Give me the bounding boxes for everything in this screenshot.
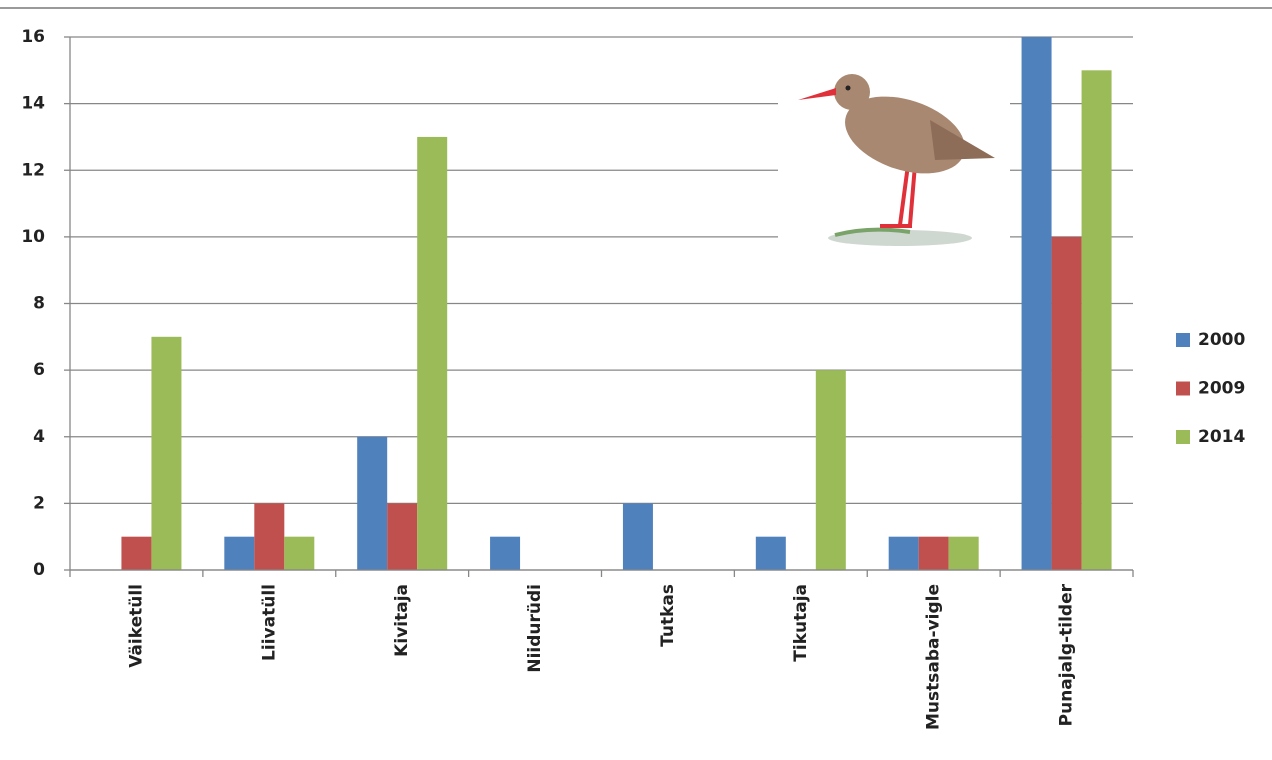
x-tick-label: Mustsaba-vigle: [924, 584, 944, 730]
bar: [888, 536, 919, 570]
bar: [357, 436, 388, 570]
bar: [948, 536, 979, 570]
bar: [815, 370, 846, 570]
bar: [151, 336, 182, 570]
bar: [224, 536, 255, 570]
legend-label: 2000: [1198, 330, 1245, 350]
bar: [622, 503, 653, 570]
legend-swatch: [1176, 430, 1190, 444]
bird-illustration: [778, 58, 1010, 266]
x-tick-label: Tutkas: [658, 584, 678, 647]
bars: [121, 37, 1112, 570]
legend-label: 2014: [1198, 427, 1245, 447]
x-tick-label: Kivitaja: [392, 584, 412, 657]
legend-swatch: [1176, 381, 1190, 396]
bar: [284, 536, 315, 570]
bar: [1021, 37, 1052, 570]
y-tick-label: 2: [33, 493, 45, 513]
bar: [254, 503, 285, 570]
bar: [121, 536, 152, 570]
bar: [417, 136, 448, 570]
x-tick-label: Liivatüll: [259, 584, 279, 661]
y-tick-label: 6: [33, 360, 45, 380]
y-tick-label: 10: [21, 227, 45, 247]
y-tick-label: 8: [33, 294, 45, 314]
x-tick-label: Punajalg-tilder: [1057, 583, 1077, 726]
x-tick-label: Tikutaja: [791, 584, 811, 662]
x-tick-label: Väiketüll: [126, 584, 146, 668]
legend-label: 2009: [1198, 379, 1245, 399]
x-tick-label: Niidurüdi: [525, 584, 545, 673]
bar: [1081, 70, 1112, 570]
legend-swatch: [1176, 333, 1190, 347]
bar: [490, 536, 521, 570]
y-tick-label: 12: [21, 160, 45, 180]
bar: [755, 536, 786, 570]
bar: [1051, 236, 1082, 570]
y-tick-label: 14: [21, 94, 45, 114]
bar: [918, 536, 949, 570]
bar: [387, 503, 418, 570]
axes: 0 2 4 6 8 10 12 14 16 Väiketüll Liivatüll Kivitaja N…: [21, 27, 1134, 730]
y-tick-label: 16: [21, 27, 45, 47]
y-tick-label: 0: [33, 560, 45, 580]
y-tick-label: 4: [33, 427, 45, 447]
legend: 2000 2009 2014: [1176, 330, 1245, 447]
